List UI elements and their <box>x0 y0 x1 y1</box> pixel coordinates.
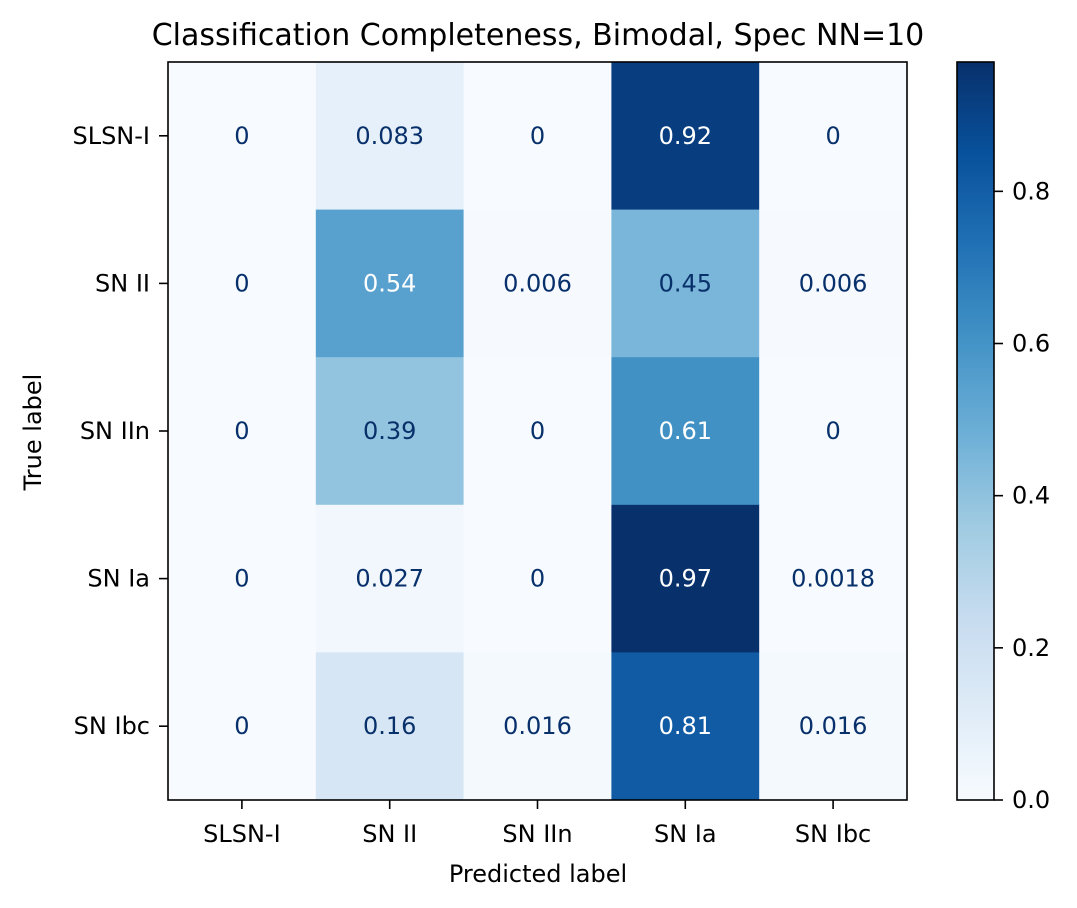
y-tick-label: SN Ia <box>87 565 150 593</box>
cell-value-label: 0.016 <box>799 712 868 740</box>
colorbar-tick-label: 0.0 <box>1012 786 1050 814</box>
cell-value-label: 0 <box>530 565 545 593</box>
cell-value-label: 0 <box>234 565 249 593</box>
colorbar-tick-label: 0.6 <box>1012 330 1050 358</box>
cell-value-label: 0 <box>530 122 545 150</box>
heatmap-cell <box>611 62 760 211</box>
cell-value-label: 0 <box>234 417 249 445</box>
heatmap-cell-labels: 0 0.083 0 0.92 0 0 0.54 0.006 0.45 0.006 0 0.39 0 0.6… <box>234 122 875 740</box>
cell-value-label: 0.16 <box>363 712 416 740</box>
cell-value-label: 0 <box>825 122 840 150</box>
x-axis-ticks: SLSN-I SN II SN IIn SN Ia SN Ibc <box>203 800 871 848</box>
heatmap-cell <box>463 209 612 358</box>
cell-value-label: 0.54 <box>363 269 416 297</box>
heatmap-cell <box>463 62 612 211</box>
heatmap-cell <box>315 209 465 358</box>
heatmap-cell <box>463 652 612 801</box>
heatmap-cell <box>611 209 760 358</box>
x-tick-label: SN Ibc <box>795 820 871 848</box>
x-tick-label: SN Ia <box>654 820 717 848</box>
cell-value-label: 0.97 <box>659 565 712 593</box>
colorbar-ticks: 0.0 0.2 0.4 0.6 0.8 <box>994 177 1050 814</box>
cell-value-label: 0.0018 <box>791 565 875 593</box>
colorbar <box>956 61 995 801</box>
y-tick-label: SN II <box>95 269 150 297</box>
cell-value-label: 0 <box>234 122 249 150</box>
colorbar-tick-label: 0.8 <box>1012 177 1050 205</box>
cell-value-label: 0.006 <box>799 269 868 297</box>
cell-value-label: 0.006 <box>503 269 572 297</box>
heatmap-cell <box>463 504 612 653</box>
heatmap-cell <box>759 62 908 211</box>
cell-value-label: 0.39 <box>363 417 416 445</box>
x-tick-label: SN IIn <box>502 820 572 848</box>
cell-value-label: 0 <box>234 712 249 740</box>
cell-value-label: 0.81 <box>659 712 712 740</box>
heatmap-cell <box>611 652 760 801</box>
cell-value-label: 0.027 <box>355 565 424 593</box>
colorbar-tick-label: 0.2 <box>1012 634 1050 662</box>
cell-value-label: 0.45 <box>659 269 712 297</box>
y-tick-label: SLSN-I <box>72 122 150 150</box>
heatmap-cell <box>759 357 908 506</box>
y-tick-label: SN Ibc <box>74 712 150 740</box>
cell-value-label: 0 <box>530 417 545 445</box>
y-axis-label: True label <box>19 374 47 492</box>
cell-value-label: 0.61 <box>659 417 712 445</box>
heatmap-cell <box>759 209 908 358</box>
heatmap-cell <box>168 209 317 358</box>
cell-value-label: 0.083 <box>355 122 424 150</box>
x-tick-label: SLSN-I <box>203 820 281 848</box>
x-axis-label: Predicted label <box>449 860 627 888</box>
heatmap-cell <box>611 357 760 506</box>
heatmap-cell <box>168 504 317 653</box>
heatmap-cell <box>315 62 465 211</box>
cell-value-label: 0 <box>825 417 840 445</box>
heatmap-cell <box>759 652 908 801</box>
colorbar-tick-label: 0.4 <box>1012 482 1050 510</box>
chart-title: Classification Completeness, Bimodal, Sp… <box>152 18 925 53</box>
cell-value-label: 0 <box>234 269 249 297</box>
heatmap-cell <box>315 504 465 653</box>
heatmap-cells <box>168 62 908 801</box>
y-axis-ticks: SLSN-I SN II SN IIn SN Ia SN Ibc <box>72 122 168 740</box>
heatmap-cell <box>168 62 317 211</box>
heatmap-cell <box>315 357 465 506</box>
y-tick-label: SN IIn <box>80 417 150 445</box>
cell-value-label: 0.016 <box>503 712 572 740</box>
cell-value-label: 0.92 <box>659 122 712 150</box>
x-tick-label: SN II <box>362 820 417 848</box>
heatmap-cell <box>168 652 317 801</box>
heatmap-cell <box>611 504 760 653</box>
heatmap-cell <box>168 357 317 506</box>
heatmap-cell <box>463 357 612 506</box>
heatmap-cell <box>759 504 908 653</box>
heatmap-cell <box>315 652 465 801</box>
